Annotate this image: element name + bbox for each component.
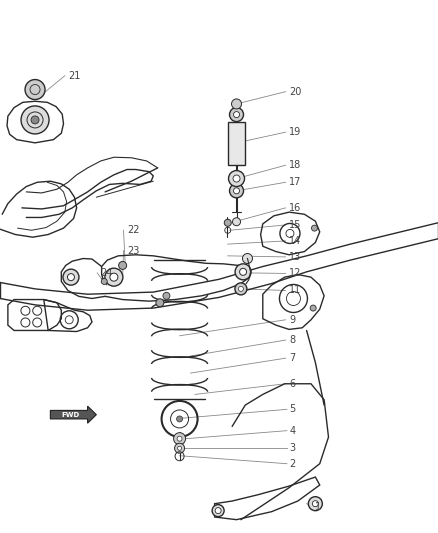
- Circle shape: [233, 217, 240, 226]
- Text: 18: 18: [289, 160, 301, 170]
- Circle shape: [233, 188, 240, 194]
- Text: 7: 7: [289, 353, 295, 363]
- Circle shape: [177, 436, 182, 441]
- Polygon shape: [228, 122, 245, 165]
- Circle shape: [238, 286, 244, 292]
- Text: 5: 5: [289, 405, 295, 414]
- Text: 21: 21: [68, 71, 80, 80]
- Circle shape: [235, 283, 247, 295]
- Text: 23: 23: [127, 246, 139, 255]
- Circle shape: [229, 171, 244, 187]
- Circle shape: [230, 108, 244, 122]
- Text: 3: 3: [289, 443, 295, 453]
- Text: 12: 12: [289, 269, 301, 278]
- Text: FWD: FWD: [61, 411, 79, 418]
- Text: 6: 6: [289, 379, 295, 389]
- Polygon shape: [50, 406, 96, 423]
- Circle shape: [105, 268, 123, 286]
- Text: 19: 19: [289, 127, 301, 137]
- Circle shape: [173, 433, 186, 445]
- Circle shape: [156, 298, 164, 307]
- Text: 14: 14: [289, 236, 301, 246]
- Circle shape: [312, 500, 318, 507]
- Text: 20: 20: [289, 87, 301, 96]
- Circle shape: [177, 416, 183, 422]
- Text: 22: 22: [127, 225, 140, 235]
- Circle shape: [31, 116, 39, 124]
- Circle shape: [163, 292, 170, 300]
- Circle shape: [243, 254, 252, 263]
- Circle shape: [212, 505, 224, 516]
- Text: 9: 9: [289, 315, 295, 325]
- Text: 8: 8: [289, 335, 295, 345]
- Text: 4: 4: [289, 426, 295, 435]
- Circle shape: [232, 99, 241, 109]
- Circle shape: [25, 79, 45, 100]
- Text: 11: 11: [289, 286, 301, 295]
- Text: 17: 17: [289, 177, 301, 187]
- Circle shape: [119, 261, 127, 270]
- Text: 24: 24: [101, 268, 113, 278]
- Text: 2: 2: [289, 459, 295, 469]
- Circle shape: [67, 273, 74, 281]
- Circle shape: [175, 443, 184, 453]
- Circle shape: [240, 268, 247, 276]
- Text: 13: 13: [289, 252, 301, 262]
- Circle shape: [63, 269, 79, 285]
- Text: 1: 1: [315, 503, 321, 512]
- Circle shape: [310, 305, 316, 311]
- Circle shape: [110, 273, 118, 281]
- Circle shape: [230, 184, 244, 198]
- Text: 16: 16: [289, 203, 301, 213]
- Text: 15: 15: [289, 220, 301, 230]
- Circle shape: [215, 507, 221, 514]
- Circle shape: [177, 446, 182, 450]
- Circle shape: [235, 264, 251, 280]
- Circle shape: [308, 497, 322, 511]
- Circle shape: [21, 106, 49, 134]
- Circle shape: [311, 225, 318, 231]
- Circle shape: [224, 219, 231, 227]
- Circle shape: [101, 278, 107, 285]
- Circle shape: [233, 111, 240, 118]
- Circle shape: [233, 175, 240, 182]
